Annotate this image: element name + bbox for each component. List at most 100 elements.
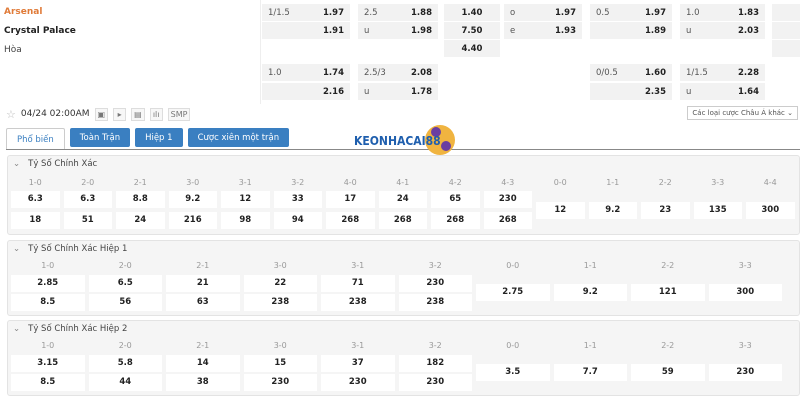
tab-same-game-parlay[interactable]: Cược xiên một trận xyxy=(187,128,290,147)
odds-cell[interactable]: 230 xyxy=(483,191,532,208)
odds-cell[interactable]: 216 xyxy=(168,212,217,229)
odds-cell[interactable]: 300 xyxy=(708,284,782,301)
odds-cell[interactable]: 2.75 xyxy=(476,284,550,301)
odds-cell[interactable]: 2.16 xyxy=(262,83,350,100)
odds-cell[interactable]: 51 xyxy=(63,212,112,229)
odds-cell[interactable]: 238 xyxy=(398,294,472,311)
odds-cell[interactable]: 3.15 xyxy=(11,355,85,372)
smp-button[interactable]: SMP xyxy=(167,107,191,121)
odds-cell[interactable]: 14 xyxy=(166,355,240,372)
odds-cell[interactable] xyxy=(772,22,800,39)
odds-cell[interactable]: 44 xyxy=(88,374,162,391)
star-icon[interactable]: ☆ xyxy=(6,107,16,121)
other-bets-select[interactable]: Các loại cược Châu Á khác ⌄ xyxy=(687,106,798,120)
odds-cell[interactable]: 63 xyxy=(166,294,240,311)
odds-cell[interactable]: 1.89 xyxy=(590,22,672,39)
odds-cell[interactable]: 24 xyxy=(378,191,427,208)
chevron-down-icon[interactable]: ⌄ xyxy=(13,324,21,334)
odds-cell[interactable]: 12 xyxy=(536,202,585,219)
odds-cell[interactable]: e 1.93 xyxy=(504,22,582,39)
odds-cell[interactable]: 238 xyxy=(243,294,317,311)
odds-cell[interactable]: 37 xyxy=(321,355,395,372)
odds-cell[interactable]: 1.0 1.83 xyxy=(680,4,765,21)
odds-cell[interactable]: 0.5 1.97 xyxy=(590,4,672,21)
odds-cell[interactable]: 0/0.5 1.60 xyxy=(590,64,672,81)
odds-cell[interactable]: 6.3 xyxy=(11,191,60,208)
stats-table-icon[interactable]: ▤ xyxy=(131,107,145,121)
odds-cell[interactable]: 15 xyxy=(243,355,317,372)
odds-cell[interactable]: 21 xyxy=(166,275,240,292)
bar-chart-icon[interactable]: ılı xyxy=(149,107,163,121)
odds-cell[interactable]: 300 xyxy=(746,202,795,219)
odds-cell[interactable]: 1/1.5 1.97 xyxy=(262,4,350,21)
odds-cell[interactable]: 1/1.5 2.28 xyxy=(680,64,765,81)
odds-cell[interactable]: 121 xyxy=(631,284,705,301)
odds-cell[interactable]: 17 xyxy=(326,191,375,208)
section-header[interactable]: ⌄ Tỷ Số Chính Xác xyxy=(8,156,799,172)
odds-cell[interactable]: 7.7 xyxy=(553,364,627,381)
odds-cell[interactable] xyxy=(772,4,800,21)
away-team[interactable]: Crystal Palace xyxy=(4,26,76,36)
tab-full-match[interactable]: Toàn Trận xyxy=(69,128,131,147)
odds-cell[interactable]: 1.0 1.74 xyxy=(262,64,350,81)
home-team[interactable]: Arsenal xyxy=(4,7,43,17)
section-header[interactable]: ⌄ Tỷ Số Chính Xác Hiệp 2 xyxy=(8,321,799,337)
odds-cell[interactable]: 230 xyxy=(321,374,395,391)
odds-cell[interactable]: 98 xyxy=(221,212,270,229)
odds-cell[interactable]: 23 xyxy=(641,202,690,219)
odds-cell[interactable]: 230 xyxy=(398,374,472,391)
odds-cell[interactable]: 268 xyxy=(483,212,532,229)
odds-cell[interactable]: 268 xyxy=(378,212,427,229)
odds-cell[interactable]: 268 xyxy=(431,212,480,229)
odds-cell[interactable]: 182 xyxy=(398,355,472,372)
odds-cell[interactable]: 2.35 xyxy=(590,83,672,100)
odds-cell[interactable]: 22 xyxy=(243,275,317,292)
odds-cell[interactable]: 230 xyxy=(708,364,782,381)
odds-cell[interactable]: 9.2 xyxy=(168,191,217,208)
odds-cell[interactable]: 8.5 xyxy=(11,374,85,391)
odds-cell[interactable]: 135 xyxy=(693,202,742,219)
odds-cell[interactable]: 8.5 xyxy=(11,294,85,311)
odds-cell[interactable]: 3.5 xyxy=(476,364,550,381)
odds-cell[interactable]: 230 xyxy=(398,275,472,292)
odds-cell[interactable]: 65 xyxy=(431,191,480,208)
tv-icon[interactable]: ▣ xyxy=(94,107,109,121)
odds-cell[interactable]: 38 xyxy=(166,374,240,391)
odds-cell[interactable]: 8.8 xyxy=(116,191,165,208)
odds-cell[interactable]: 56 xyxy=(88,294,162,311)
odds-cell[interactable]: 6.5 xyxy=(88,275,162,292)
odds-cell[interactable]: 6.3 xyxy=(63,191,112,208)
odds-cell[interactable]: 59 xyxy=(631,364,705,381)
odds-cell[interactable]: 7.50 xyxy=(444,22,500,39)
odds-cell[interactable]: 24 xyxy=(116,212,165,229)
odds-cell[interactable]: o 1.97 xyxy=(504,4,582,21)
odds-cell[interactable]: 71 xyxy=(321,275,395,292)
tab-popular[interactable]: Phổ biến xyxy=(6,128,65,150)
odds-cell[interactable]: 268 xyxy=(326,212,375,229)
tab-first-half[interactable]: Hiệp 1 xyxy=(135,128,183,147)
odds-cell[interactable]: u 2.03 xyxy=(680,22,765,39)
odds-cell[interactable]: 230 xyxy=(243,374,317,391)
odds-cell[interactable]: 9.2 xyxy=(553,284,627,301)
chevron-down-icon[interactable]: ⌄ xyxy=(13,159,21,169)
odds-cell[interactable]: 2.85 xyxy=(11,275,85,292)
odds-cell[interactable]: 238 xyxy=(321,294,395,311)
play-icon[interactable]: ▸ xyxy=(113,107,127,121)
chevron-down-icon[interactable]: ⌄ xyxy=(13,244,21,254)
odds-cell[interactable]: u 1.98 xyxy=(358,22,438,39)
odds-cell[interactable]: u 1.64 xyxy=(680,83,765,100)
odds-cell[interactable]: 1.40 xyxy=(444,4,500,21)
odds-cell[interactable]: 2.5/3 2.08 xyxy=(358,64,438,81)
odds-cell[interactable]: 2.5 1.88 xyxy=(358,4,438,21)
section-header[interactable]: ⌄ Tỷ Số Chính Xác Hiệp 1 xyxy=(8,241,799,257)
odds-cell[interactable]: 94 xyxy=(273,212,322,229)
odds-cell[interactable]: u 1.78 xyxy=(358,83,438,100)
odds-cell[interactable]: 4.40 xyxy=(444,40,500,57)
odds-cell[interactable]: 1.91 xyxy=(262,22,350,39)
odds-cell[interactable]: 18 xyxy=(11,212,60,229)
odds-cell[interactable]: 5.8 xyxy=(88,355,162,372)
odds-cell[interactable]: 9.2 xyxy=(588,202,637,219)
odds-cell[interactable]: 33 xyxy=(273,191,322,208)
odds-cell[interactable]: 12 xyxy=(221,191,270,208)
odds-cell[interactable] xyxy=(772,40,800,57)
